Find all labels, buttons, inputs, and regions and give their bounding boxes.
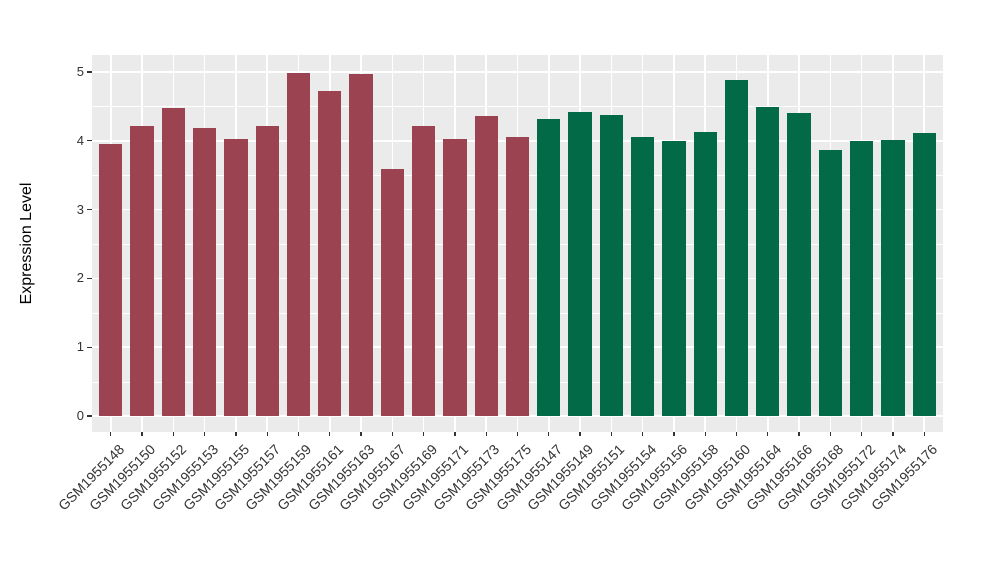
bar-GSM1955167	[380, 169, 404, 416]
x-axis-tick	[141, 432, 143, 436]
x-axis-tick	[485, 432, 487, 436]
x-axis-tick	[642, 432, 644, 436]
bar-GSM1955151	[599, 114, 623, 416]
x-axis-tick	[673, 432, 675, 436]
y-tick-label: 2	[76, 270, 84, 286]
x-axis-tick	[829, 432, 831, 436]
x-axis-tick	[798, 432, 800, 436]
y-axis-tick	[87, 346, 92, 348]
x-axis-tick	[704, 432, 706, 436]
bar-GSM1955157	[255, 126, 279, 416]
y-tick-label: 1	[76, 339, 84, 355]
x-axis-tick	[610, 432, 612, 436]
x-axis-tick	[579, 432, 581, 436]
bar-GSM1955154	[631, 137, 655, 416]
x-axis-tick	[329, 432, 331, 436]
bar-GSM1955163	[349, 74, 373, 416]
bar-GSM1955173	[474, 116, 498, 416]
x-axis-tick	[454, 432, 456, 436]
x-axis-tick	[735, 432, 738, 436]
x-axis-tick	[892, 432, 894, 436]
bar-GSM1955148	[99, 143, 123, 416]
x-axis-tick	[548, 432, 550, 436]
y-axis-tick	[87, 415, 92, 417]
x-axis-tick	[235, 432, 237, 436]
x-axis-tick	[516, 432, 519, 436]
y-tick-label: 4	[76, 132, 84, 148]
bar-GSM1955169	[412, 125, 436, 416]
bar-GSM1955168	[818, 149, 842, 416]
y-axis-tick	[87, 140, 92, 142]
bar-GSM1955153	[193, 128, 217, 416]
x-axis-tick	[923, 432, 925, 436]
y-axis-tick	[87, 277, 92, 279]
bar-GSM1955176	[912, 133, 936, 416]
y-axis-title: Expression Level	[17, 182, 35, 305]
x-axis-tick	[391, 432, 393, 436]
y-tick-label: 0	[76, 408, 84, 423]
bar-GSM1955156	[662, 140, 686, 416]
bar-GSM1955149	[568, 111, 592, 416]
x-axis-tick	[266, 432, 268, 436]
x-axis-tick	[360, 432, 362, 436]
bar-GSM1955152	[161, 107, 185, 416]
bar-GSM1955160	[724, 80, 749, 416]
bar-GSM1955166	[787, 112, 811, 416]
bar-GSM1955164	[756, 107, 780, 416]
x-axis-tick	[423, 432, 425, 436]
bar-GSM1955175	[505, 137, 530, 416]
x-axis-tick	[767, 432, 769, 436]
bar-GSM1955171	[443, 138, 467, 416]
bar-GSM1955158	[693, 131, 717, 416]
y-tick-label: 3	[76, 201, 84, 217]
bar-GSM1955147	[537, 118, 561, 416]
y-axis-tick	[87, 209, 92, 211]
x-axis-tick	[204, 432, 206, 436]
bar-GSM1955172	[850, 141, 874, 416]
x-axis-tick	[861, 432, 863, 436]
bar-GSM1955155	[224, 138, 248, 416]
y-axis-tick	[87, 71, 92, 73]
x-axis-tick	[172, 432, 174, 436]
bar-GSM1955161	[318, 91, 342, 416]
y-tick-label: 5	[76, 64, 84, 79]
bar-GSM1955159	[286, 73, 311, 416]
bar-GSM1955150	[130, 126, 154, 416]
x-axis-tick	[297, 432, 300, 436]
x-axis-tick	[110, 432, 112, 436]
bar-GSM1955174	[881, 140, 905, 416]
